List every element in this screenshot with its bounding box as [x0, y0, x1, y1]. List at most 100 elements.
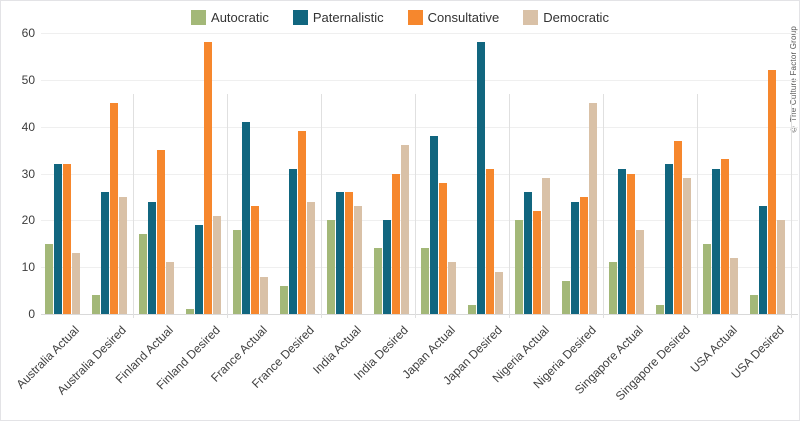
legend-swatch-consultative	[407, 9, 423, 25]
bar-nigeria-actual-consultative	[533, 210, 541, 314]
gridline-y-30	[41, 173, 798, 175]
bar-nigeria-actual-democratic	[542, 178, 550, 314]
chart-legend: Autocratic Paternalistic Consultative Democ…	[1, 7, 799, 27]
bar-france-actual-autocratic	[233, 229, 241, 314]
bar-australia-desired-paternalistic	[101, 192, 109, 314]
bar-japan-desired-autocratic	[468, 304, 476, 314]
bar-singapore-desired-consultative	[674, 140, 682, 314]
bar-japan-desired-consultative	[486, 168, 494, 314]
bar-india-desired-paternalistic	[383, 220, 391, 314]
legend-label: Paternalistic	[312, 9, 384, 25]
bar-usa-actual-consultative	[721, 159, 729, 314]
legend-item-consultative: Consultative	[407, 9, 500, 25]
bar-france-desired-democratic	[307, 201, 315, 314]
bar-finland-desired-democratic	[213, 215, 221, 314]
gridline-y-50	[41, 79, 798, 81]
bar-india-desired-democratic	[401, 145, 409, 314]
bar-finland-desired-paternalistic	[195, 225, 203, 314]
bar-australia-actual-consultative	[63, 164, 71, 314]
bar-australia-actual-autocratic	[45, 243, 53, 314]
bar-nigeria-desired-consultative	[580, 196, 588, 314]
bar-australia-actual-paternalistic	[54, 164, 62, 314]
bar-finland-actual-autocratic	[139, 234, 147, 314]
legend-label: Democratic	[543, 9, 609, 25]
gridline-y-10	[41, 267, 798, 269]
bar-singapore-actual-autocratic	[609, 262, 617, 314]
y-axis-tick-label: 30	[21, 166, 35, 181]
y-axis-tick-label: 50	[21, 72, 35, 87]
gridline-y-40	[41, 126, 798, 128]
bar-singapore-desired-paternalistic	[665, 164, 673, 314]
bar-india-actual-paternalistic	[336, 192, 344, 314]
bar-france-actual-paternalistic	[242, 121, 250, 314]
group-separator-line	[791, 93, 792, 318]
bar-france-actual-democratic	[260, 276, 268, 314]
bar-finland-desired-autocratic	[186, 309, 194, 314]
bar-usa-desired-democratic	[777, 220, 785, 314]
legend-item-paternalistic: Paternalistic	[292, 9, 384, 25]
bar-india-actual-autocratic	[327, 220, 335, 314]
bar-france-desired-paternalistic	[289, 168, 297, 314]
bar-singapore-desired-autocratic	[656, 304, 664, 314]
bar-france-desired-consultative	[298, 131, 306, 314]
y-axis-tick-label: 10	[21, 260, 35, 275]
bar-nigeria-desired-paternalistic	[571, 201, 579, 314]
bar-japan-actual-paternalistic	[430, 136, 438, 314]
bar-singapore-actual-democratic	[636, 229, 644, 314]
bar-india-desired-autocratic	[374, 248, 382, 314]
bar-singapore-actual-consultative	[627, 173, 635, 314]
bar-usa-actual-paternalistic	[712, 168, 720, 314]
bar-australia-desired-democratic	[119, 196, 127, 314]
bar-singapore-actual-paternalistic	[618, 168, 626, 314]
bar-nigeria-desired-autocratic	[562, 281, 570, 314]
bar-usa-desired-autocratic	[750, 295, 758, 314]
bar-australia-desired-consultative	[110, 103, 118, 314]
legend-swatch-democratic	[523, 9, 539, 25]
gridline-y-60	[41, 33, 798, 34]
bar-singapore-desired-democratic	[683, 178, 691, 314]
bar-france-desired-autocratic	[280, 285, 288, 314]
bar-nigeria-desired-democratic	[589, 103, 597, 314]
bar-finland-actual-consultative	[157, 150, 165, 314]
group-separator-line	[509, 93, 510, 318]
bar-usa-actual-democratic	[730, 257, 738, 314]
bar-japan-actual-consultative	[439, 182, 447, 314]
bar-india-actual-consultative	[345, 192, 353, 314]
bar-france-actual-consultative	[251, 206, 259, 314]
bar-finland-desired-consultative	[204, 42, 212, 314]
bar-india-desired-consultative	[392, 173, 400, 314]
bar-australia-actual-democratic	[72, 253, 80, 314]
group-separator-line	[603, 93, 604, 318]
legend-label: Consultative	[427, 9, 500, 25]
group-separator-line	[697, 93, 698, 318]
bar-usa-actual-autocratic	[703, 243, 711, 314]
legend-swatch-paternalistic	[292, 9, 308, 25]
y-axis-tick-label: 0	[28, 307, 35, 321]
bar-india-actual-democratic	[354, 206, 362, 314]
bar-japan-actual-autocratic	[421, 248, 429, 314]
bar-usa-desired-consultative	[768, 70, 776, 314]
gridline-y-0	[41, 314, 798, 315]
bar-japan-desired-paternalistic	[477, 42, 485, 314]
bar-nigeria-actual-autocratic	[515, 220, 523, 314]
group-separator-line	[321, 93, 322, 318]
group-separator-line	[227, 93, 228, 318]
y-axis-tick-label: 40	[21, 119, 35, 134]
y-axis-tick-label: 60	[21, 26, 35, 40]
gridline-y-20	[41, 220, 798, 222]
group-separator-line	[133, 93, 134, 318]
legend-item-democratic: Democratic	[523, 9, 609, 25]
legend-swatch-autocratic	[191, 9, 207, 25]
bar-australia-desired-autocratic	[92, 295, 100, 314]
group-separator-line	[415, 93, 416, 318]
bar-finland-actual-democratic	[166, 262, 174, 314]
bar-nigeria-actual-paternalistic	[524, 192, 532, 314]
legend-item-autocratic: Autocratic	[191, 9, 269, 25]
bar-usa-desired-paternalistic	[759, 206, 767, 314]
bar-japan-desired-democratic	[495, 271, 503, 314]
legend-label: Autocratic	[211, 9, 269, 25]
bar-finland-actual-paternalistic	[148, 201, 156, 314]
bar-japan-actual-democratic	[448, 262, 456, 314]
y-axis-tick-label: 20	[21, 213, 35, 228]
